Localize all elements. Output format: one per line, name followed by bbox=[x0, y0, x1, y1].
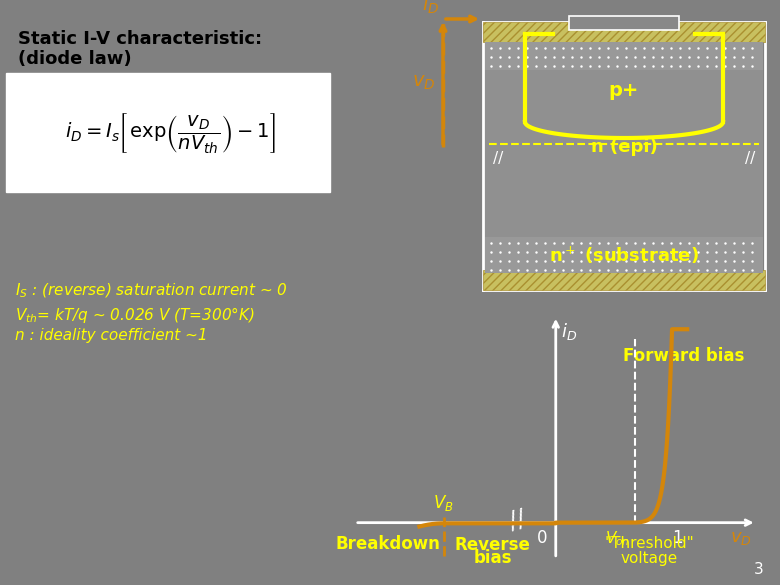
Text: (diode law): (diode law) bbox=[18, 50, 132, 68]
Text: n (epi): n (epi) bbox=[590, 138, 658, 156]
Bar bbox=[485, 44, 763, 237]
Text: Forward bias: Forward bias bbox=[623, 347, 744, 365]
Text: $i_D$: $i_D$ bbox=[561, 321, 576, 342]
Bar bbox=[485, 237, 763, 273]
Text: //: // bbox=[493, 150, 503, 166]
Text: 3: 3 bbox=[754, 562, 764, 577]
Bar bbox=[483, 270, 765, 290]
Text: Breakdown: Breakdown bbox=[335, 535, 440, 553]
FancyBboxPatch shape bbox=[6, 73, 330, 192]
Text: Reverse: Reverse bbox=[455, 536, 530, 554]
Text: n : ideality coefficient ~1: n : ideality coefficient ~1 bbox=[15, 328, 207, 343]
Text: 1: 1 bbox=[672, 529, 682, 548]
Text: $i_D = I_s\left[\,\exp\!\left(\dfrac{v_D}{nV_{th}}\right)-1\right]$: $i_D = I_s\left[\,\exp\!\left(\dfrac{v_D… bbox=[65, 111, 275, 155]
Text: $V_{on}$: $V_{on}$ bbox=[605, 529, 630, 548]
Text: $V_{th}$= kT/q ~ 0.026 V (T=300°K): $V_{th}$= kT/q ~ 0.026 V (T=300°K) bbox=[15, 305, 255, 325]
Text: //: // bbox=[745, 150, 755, 166]
Text: bias: bias bbox=[473, 549, 512, 567]
Text: n$^+$ (substrate): n$^+$ (substrate) bbox=[549, 245, 699, 266]
Bar bbox=[485, 42, 763, 70]
Bar bbox=[483, 22, 765, 42]
Text: voltage: voltage bbox=[621, 550, 678, 566]
Text: $v_D$: $v_D$ bbox=[730, 529, 752, 548]
Bar bbox=[569, 16, 679, 30]
Text: //: // bbox=[506, 507, 527, 534]
Text: $V_B$: $V_B$ bbox=[434, 493, 454, 513]
Text: 0: 0 bbox=[537, 529, 548, 548]
Text: Static I-V characteristic:: Static I-V characteristic: bbox=[18, 30, 262, 48]
Text: $v_D$: $v_D$ bbox=[412, 74, 435, 92]
Text: $I_S$ : (reverse) saturation current ~ 0: $I_S$ : (reverse) saturation current ~ 0 bbox=[15, 282, 288, 301]
Text: "Threshold": "Threshold" bbox=[604, 536, 694, 551]
Text: $i_D$: $i_D$ bbox=[422, 0, 439, 16]
Text: p+: p+ bbox=[609, 81, 639, 99]
